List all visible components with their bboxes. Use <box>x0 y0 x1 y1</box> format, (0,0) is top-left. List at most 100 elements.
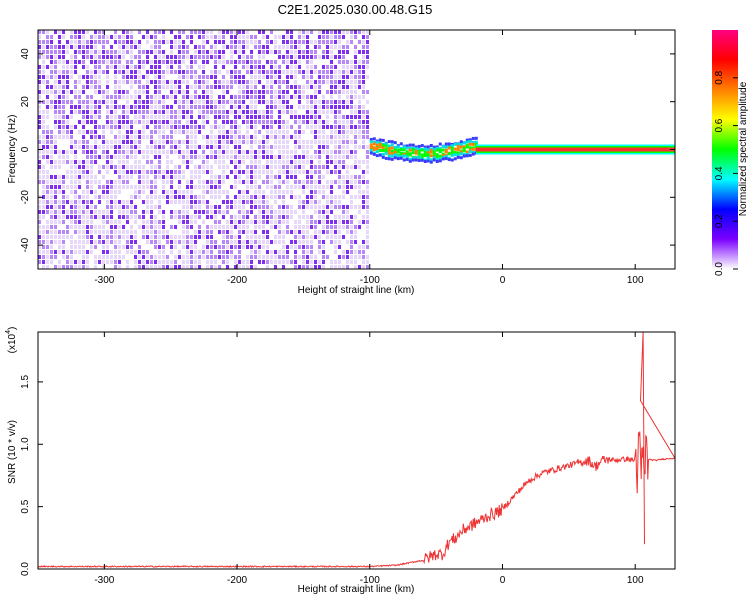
spectrogram-cell <box>98 115 101 119</box>
spectrogram-cell <box>314 265 317 269</box>
spectrogram-cell <box>74 80 77 84</box>
spectrogram-cell <box>54 220 57 224</box>
spectrogram-cell <box>238 160 241 164</box>
spectrogram-cell <box>182 215 185 219</box>
spectrogram-cell <box>158 95 161 99</box>
spectrogram-cell <box>162 265 165 269</box>
spectrogram-cell <box>222 180 225 184</box>
spectrogram-cell <box>354 150 357 154</box>
spectrogram-cell <box>362 95 365 99</box>
spectrogram-cell <box>134 145 137 149</box>
spectrogram-cell <box>114 180 117 184</box>
spectrogram-cell <box>254 240 257 244</box>
spectrogram-cell <box>202 155 205 159</box>
spectrogram-cell <box>238 40 241 44</box>
spectrogram-cell <box>126 185 129 189</box>
spectrogram-cell <box>74 215 77 219</box>
spectrogram-cell <box>102 210 105 214</box>
spectrogram-cell <box>62 175 65 179</box>
spectrogram-cell <box>98 155 101 159</box>
spectrogram-cell <box>298 235 301 239</box>
spectrogram-cell <box>334 130 337 134</box>
spectrogram-cell <box>330 85 333 89</box>
spectrogram-cell <box>66 115 69 119</box>
spectrogram-cell <box>230 235 233 239</box>
spectrogram-cell <box>210 195 213 199</box>
spectrogram-cell <box>358 180 361 184</box>
spectrogram-cell <box>238 200 241 204</box>
spectrogram-cell <box>62 125 65 129</box>
spectrogram-cell <box>90 185 93 189</box>
spectrogram-cell <box>150 190 153 194</box>
spectrogram-cell <box>70 265 73 269</box>
spectrogram-cell <box>390 143 394 147</box>
spectrogram-cell <box>150 200 153 204</box>
spectrogram-cell <box>314 195 317 199</box>
spectrogram-cell <box>66 100 69 104</box>
spectrogram-cell <box>98 80 101 84</box>
spectrogram-cell <box>346 265 349 269</box>
spectrogram-cell <box>74 60 77 64</box>
spectrogram-cell <box>366 35 369 39</box>
spectrogram-cell <box>38 225 41 229</box>
spectrogram-cell <box>98 70 101 74</box>
spectrogram-cell <box>306 175 309 179</box>
spectrogram-cell <box>174 85 177 89</box>
spectrogram-cell <box>110 100 113 104</box>
spectrogram-cell <box>138 85 141 89</box>
spectrogram-cell <box>330 100 333 104</box>
spectrogram-cell <box>58 265 61 269</box>
spectrogram-cell <box>250 165 253 169</box>
spectrogram-cell <box>286 85 289 89</box>
spectrogram-cell <box>58 200 61 204</box>
spectrogram-cell <box>250 255 253 259</box>
spectrogram-cell <box>134 120 137 124</box>
spectrogram-cell <box>38 165 41 169</box>
spectrogram-cell <box>142 75 145 79</box>
spectrogram-cell <box>342 35 345 39</box>
spectrogram-cell <box>74 190 77 194</box>
spectrogram-cell <box>342 125 345 129</box>
spectrogram-cell <box>369 143 373 147</box>
spectrogram-cell <box>50 240 53 244</box>
spectrogram-cell <box>54 225 57 229</box>
spectrogram-cell <box>342 155 345 159</box>
spectrogram-cell <box>298 35 301 39</box>
spectrogram-cell <box>362 65 365 69</box>
spectrogram-cell <box>465 154 469 158</box>
spectrogram-cell <box>42 255 45 259</box>
spectrogram-cell <box>146 240 149 244</box>
spectrogram-cell <box>158 130 161 134</box>
spectrogram-cell <box>82 170 85 174</box>
spectrogram-cell <box>358 225 361 229</box>
spectrogram-cell <box>46 180 49 184</box>
spectrogram-cell <box>218 135 221 139</box>
spectrogram-cell <box>194 135 197 139</box>
spectrogram-cell <box>334 165 337 169</box>
spectrogram-cell <box>334 195 337 199</box>
spectrogram-cell <box>290 85 293 89</box>
spectrogram-cell <box>54 100 57 104</box>
spectrogram-cell <box>278 255 281 259</box>
spectrogram-cell <box>46 145 49 149</box>
spectrogram-cell <box>326 180 329 184</box>
spectrogram-cell <box>250 160 253 164</box>
spectrogram-cell <box>130 125 133 129</box>
spectrogram-cell <box>146 115 149 119</box>
spectrogram-cell <box>74 155 77 159</box>
spectrogram-cell <box>58 185 61 189</box>
spectrogram-cell <box>114 40 117 44</box>
spectrogram-cell <box>190 180 193 184</box>
spectrogram-cell <box>369 138 373 142</box>
spectrogram-cell <box>94 190 97 194</box>
spectrogram-cell <box>246 95 249 99</box>
spectrogram-cell <box>238 75 241 79</box>
spectrogram-cell <box>38 240 41 244</box>
spectrogram-cell <box>334 245 337 249</box>
spectrogram-cell <box>178 190 181 194</box>
spectrogram-cell <box>118 185 121 189</box>
spectrogram-cell <box>78 240 81 244</box>
spectrogram-cell <box>294 80 297 84</box>
spectrogram-cell <box>294 130 297 134</box>
